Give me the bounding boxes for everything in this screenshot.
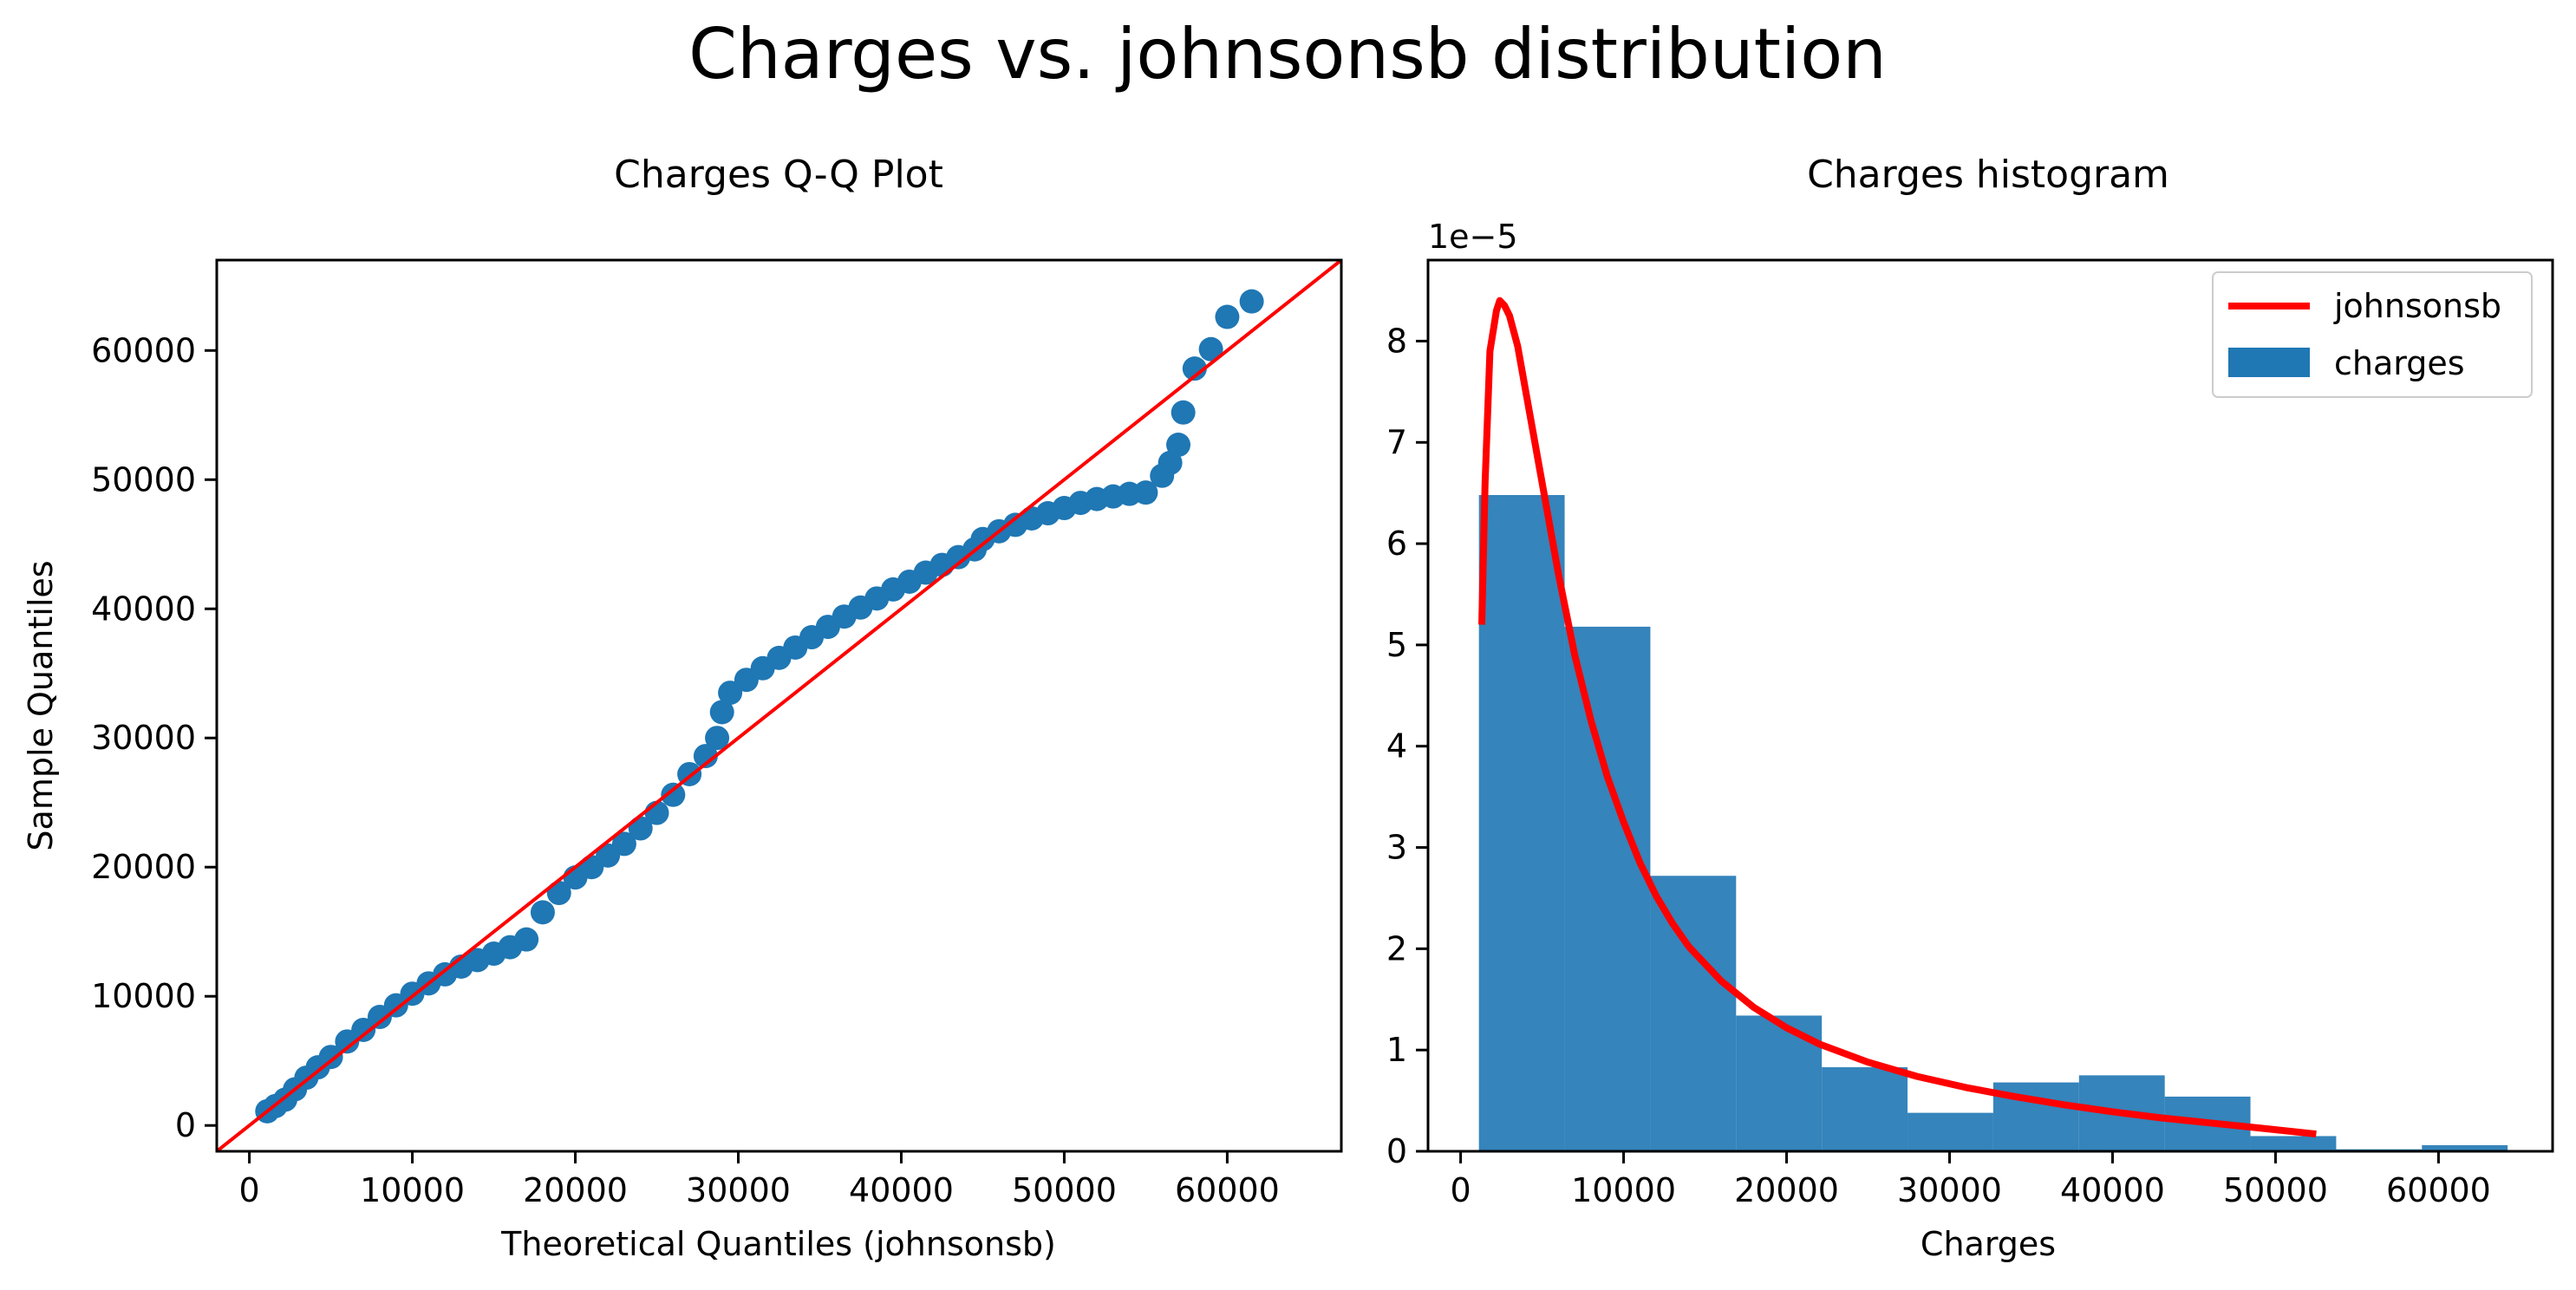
y-tick-label: 40000: [91, 590, 196, 628]
y-tick-label: 50000: [91, 460, 196, 498]
johnsonsb-fit-curve: [1478, 296, 2317, 1138]
x-tick-label: 20000: [523, 1171, 628, 1209]
qq-point: [1239, 289, 1264, 314]
x-tick-label: 40000: [849, 1171, 954, 1209]
legend-charges-label: charges: [2334, 344, 2465, 382]
histogram-x-axis-label: Charges: [1921, 1225, 2056, 1263]
y-tick-label: 20000: [91, 848, 196, 886]
qq-point: [1133, 480, 1158, 505]
qq-plot-panel: Charges Q-Q Plot 0 10000 20000 30000 40000 50…: [22, 153, 1343, 1263]
y-tick-label: 7: [1386, 423, 1407, 461]
y-tick-label: 3: [1386, 829, 1407, 867]
histogram-bar: [1478, 495, 1565, 1151]
qq-x-axis-label: Theoretical Quantiles (johnsonsb): [500, 1225, 1056, 1263]
qq-plot-frame: [215, 258, 1343, 1153]
qq-point: [718, 681, 743, 706]
figure-title: Charges vs. johnsonsb distribution: [688, 14, 1887, 94]
y-tick-label: 8: [1386, 322, 1407, 360]
qq-reference-line: [217, 260, 1341, 1151]
y-tick-label: 5: [1386, 626, 1407, 664]
histogram-bar: [1650, 876, 1737, 1151]
histogram-bar: [1564, 626, 1651, 1151]
qq-point: [693, 744, 718, 769]
x-tick-label: 20000: [1734, 1171, 1839, 1209]
histogram-y-axis: 0 1 2 3 4 5 6 7 8: [1386, 322, 1428, 1170]
qq-point: [1215, 304, 1240, 329]
y-tick-label: 0: [175, 1106, 196, 1144]
histogram-y-offset-label: 1e−5: [1428, 218, 1518, 256]
y-tick-label: 4: [1386, 727, 1407, 766]
histogram-bar: [2422, 1144, 2508, 1151]
histogram-title: Charges histogram: [1807, 153, 2169, 197]
histogram-bar: [2250, 1136, 2337, 1151]
y-tick-label: 10000: [91, 977, 196, 1015]
qq-point: [351, 1017, 376, 1042]
x-tick-label: 30000: [686, 1171, 791, 1209]
qq-point: [705, 726, 730, 751]
x-tick-label: 0: [239, 1171, 260, 1209]
y-tick-label: 1: [1386, 1031, 1407, 1069]
y-tick-label: 6: [1386, 524, 1407, 563]
qq-point: [1171, 400, 1196, 425]
x-tick-label: 40000: [2060, 1171, 2165, 1209]
x-tick-label: 10000: [1571, 1171, 1676, 1209]
histogram-x-axis: 0 10000 20000 30000 40000 50000 60000: [1451, 1151, 2491, 1209]
qq-point: [530, 900, 555, 925]
x-tick-label: 60000: [1175, 1171, 1280, 1209]
x-tick-label: 30000: [1897, 1171, 2002, 1209]
x-tick-label: 50000: [2223, 1171, 2328, 1209]
legend: johnsonsb charges: [2212, 271, 2533, 398]
histogram-bar: [1908, 1112, 1993, 1151]
qq-plot-title: Charges Q-Q Plot: [614, 153, 943, 197]
qq-point: [709, 700, 734, 725]
qq-y-axis: 0 10000 20000 30000 40000 50000 60000: [91, 331, 217, 1144]
x-tick-label: 10000: [360, 1171, 465, 1209]
qq-points-group: [255, 289, 1264, 1124]
y-tick-label: 30000: [91, 719, 196, 757]
legend-charges-swatch: [2228, 348, 2310, 377]
x-tick-label: 50000: [1012, 1171, 1117, 1209]
qq-point: [1158, 450, 1183, 475]
histogram-panel: Charges histogram 0 10000 20000 30000 40000 5…: [1386, 153, 2554, 1263]
y-tick-label: 2: [1386, 929, 1407, 968]
qq-point: [611, 831, 636, 857]
qq-point: [661, 782, 686, 807]
qq-point: [1166, 433, 1191, 458]
legend-johnsonsb-label: johnsonsb: [2333, 287, 2501, 325]
histogram-frame: [1426, 258, 2554, 1153]
y-tick-label: 0: [1386, 1132, 1407, 1170]
qq-point: [514, 927, 539, 952]
qq-x-axis: 0 10000 20000 30000 40000 50000 60000: [239, 1151, 1280, 1209]
histogram-bar: [1822, 1067, 1908, 1151]
x-tick-label: 0: [1451, 1171, 1471, 1209]
qq-point: [318, 1045, 343, 1070]
qq-y-axis-label: Sample Quantiles: [22, 560, 60, 850]
y-tick-label: 60000: [91, 331, 196, 369]
histogram-bars-group: [1478, 495, 2508, 1151]
x-tick-label: 60000: [2386, 1171, 2491, 1209]
qq-point: [1198, 336, 1223, 362]
qq-point: [1182, 356, 1207, 381]
